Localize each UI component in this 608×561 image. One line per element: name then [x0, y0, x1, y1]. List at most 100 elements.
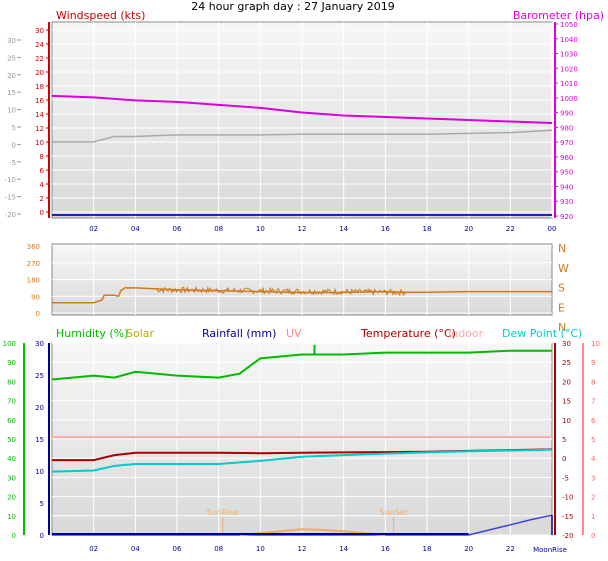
outer-tick-label: -15	[5, 194, 16, 202]
legend-temperature: Temperature (°C)	[360, 327, 456, 340]
humidity-tick-label: 70	[7, 398, 16, 406]
temperature-tick-label: 20	[562, 378, 571, 386]
x-tick-label: 04	[131, 225, 140, 233]
wind-barometer-panel: Windspeed (kts) Barometer (hpa) 30252015…	[5, 9, 604, 233]
outer-tick-label: 5	[12, 124, 16, 132]
outer-tick-label: -10	[5, 176, 16, 184]
panel2-grid	[52, 244, 552, 315]
rainfall-tick-label: 25	[35, 372, 44, 380]
barometer-tick-label: 1030	[560, 51, 578, 59]
outer-tick-label: -5	[9, 159, 16, 167]
winddir-tick-label: 90	[31, 293, 40, 301]
barometer-tick-label: 940	[560, 183, 573, 191]
humidity-tick-label: 100	[3, 340, 16, 348]
x-tick-label: 14	[339, 225, 348, 233]
panel1-x-ticks: 02 04 06 08 10 12 14 16 18 20 22 00	[89, 225, 556, 233]
panel1-grid	[52, 22, 553, 218]
panel1-outer-ticks: 30 25 20 15 10 5 0 -5 -10 -15 -20	[5, 37, 21, 219]
windspeed-tick-label: 2	[40, 195, 44, 203]
compass-label: W	[558, 262, 569, 275]
x-tick-label: 06	[173, 225, 182, 233]
moonrise-label: MoonRise	[533, 546, 567, 554]
temperature-tick-label: 25	[562, 359, 571, 367]
barometer-tick-label: 1000	[560, 95, 578, 103]
barometer-tick-label: 970	[560, 139, 573, 147]
x-tick-label: 06	[173, 545, 182, 553]
x-tick-label: 10	[256, 545, 265, 553]
humidity-tick-label: 60	[7, 417, 16, 425]
rainfall-tick-label: 0	[40, 532, 44, 540]
winddir-tick-label: 0	[36, 310, 40, 318]
barometer-tick-label: 1020	[560, 65, 578, 73]
windspeed-tick-label: 20	[35, 69, 44, 77]
humidity-tick-label: 50	[7, 436, 16, 444]
legend-uv: UV	[286, 327, 302, 340]
dewpoint-line	[51, 448, 553, 473]
outer-tick-label: 30	[7, 37, 16, 45]
barometer-axis-label: Barometer (hpa)	[513, 9, 604, 22]
x-tick-label: 16	[381, 225, 390, 233]
windspeed-tick-label: 14	[35, 111, 44, 119]
rainfall-tick-label: 20	[35, 404, 44, 412]
uv-tick-label: 9	[591, 359, 595, 367]
temperature-tick-label: -5	[562, 474, 569, 482]
windspeed-tick-label: 4	[40, 181, 45, 189]
solar-line	[239, 528, 386, 536]
legend-indoor: Indoor	[448, 327, 484, 340]
winddir-gust-line	[156, 285, 407, 297]
windspeed-tick-label: 16	[35, 97, 44, 105]
outer-tick-label: 20	[7, 72, 16, 80]
uv-tick-label: 5	[591, 436, 595, 444]
x-tick-label: 00	[548, 225, 557, 233]
x-tick-label: 10	[256, 225, 265, 233]
legend-dewpoint: Dew Point (°C)	[502, 327, 582, 340]
temperature-tick-label: 0	[562, 455, 566, 463]
windspeed-tick-label: 6	[40, 167, 45, 175]
uv-tick-label: 6	[591, 417, 596, 425]
outer-tick-label: 10	[7, 107, 16, 115]
x-tick-label: 04	[131, 545, 140, 553]
windspeed-axis-label: Windspeed (kts)	[56, 9, 145, 22]
temp-humidity-panel: Humidity (%) Solar Rainfall (mm) UV Temp…	[3, 327, 600, 554]
rainfall-tick-label: 5	[40, 500, 44, 508]
humidity-tick-label: 40	[7, 455, 16, 463]
legend-rainfall: Rainfall (mm)	[202, 327, 276, 340]
windspeed-tick-label: 12	[35, 125, 44, 133]
uv-tick-label: 2	[591, 494, 595, 502]
compass-label: N	[558, 321, 566, 334]
x-tick-label: 12	[298, 545, 307, 553]
windspeed-tick-label: 30	[35, 27, 44, 35]
sun-moon-markers: SunRise SunSet MoonRise	[207, 508, 567, 554]
humidity-tick-label: 30	[7, 474, 16, 482]
uv-tick-label: 0	[591, 532, 595, 540]
humidity-tick-label: 90	[7, 359, 16, 367]
panel1-series	[51, 94, 553, 216]
outer-tick-label: 25	[7, 54, 16, 62]
winddir-tick-label: 180	[27, 277, 40, 285]
barometer-tick-label: 930	[560, 198, 573, 206]
x-tick-label: 22	[506, 545, 515, 553]
x-tick-label: 14	[339, 545, 348, 553]
winddir-degree-ticks: 360 270 180 90 0	[27, 243, 40, 318]
panel3-series	[51, 344, 553, 536]
chart-title: 24 hour graph day : 27 January 2019	[191, 0, 395, 13]
x-tick-label: 08	[214, 225, 223, 233]
compass-label: E	[558, 301, 565, 314]
uv-tick-label: 3	[591, 474, 595, 482]
x-tick-label: 12	[298, 225, 307, 233]
x-tick-label: 02	[89, 225, 98, 233]
x-tick-label: 18	[423, 225, 432, 233]
uv-tick-label: 7	[591, 398, 595, 406]
rainfall-ticks: 30 25 20 15 10 5 0	[35, 340, 44, 540]
compass-label: S	[558, 282, 565, 295]
temperature-tick-label: 10	[562, 417, 571, 425]
barometer-tick-label: 960	[560, 154, 573, 162]
uv-tick-label: 1	[591, 513, 595, 521]
barometer-tick-label: 1010	[560, 80, 578, 88]
temperature-tick-label: 15	[562, 398, 571, 406]
humidity-tick-label: 80	[7, 378, 16, 386]
sunset-label: SunSet	[379, 508, 407, 517]
